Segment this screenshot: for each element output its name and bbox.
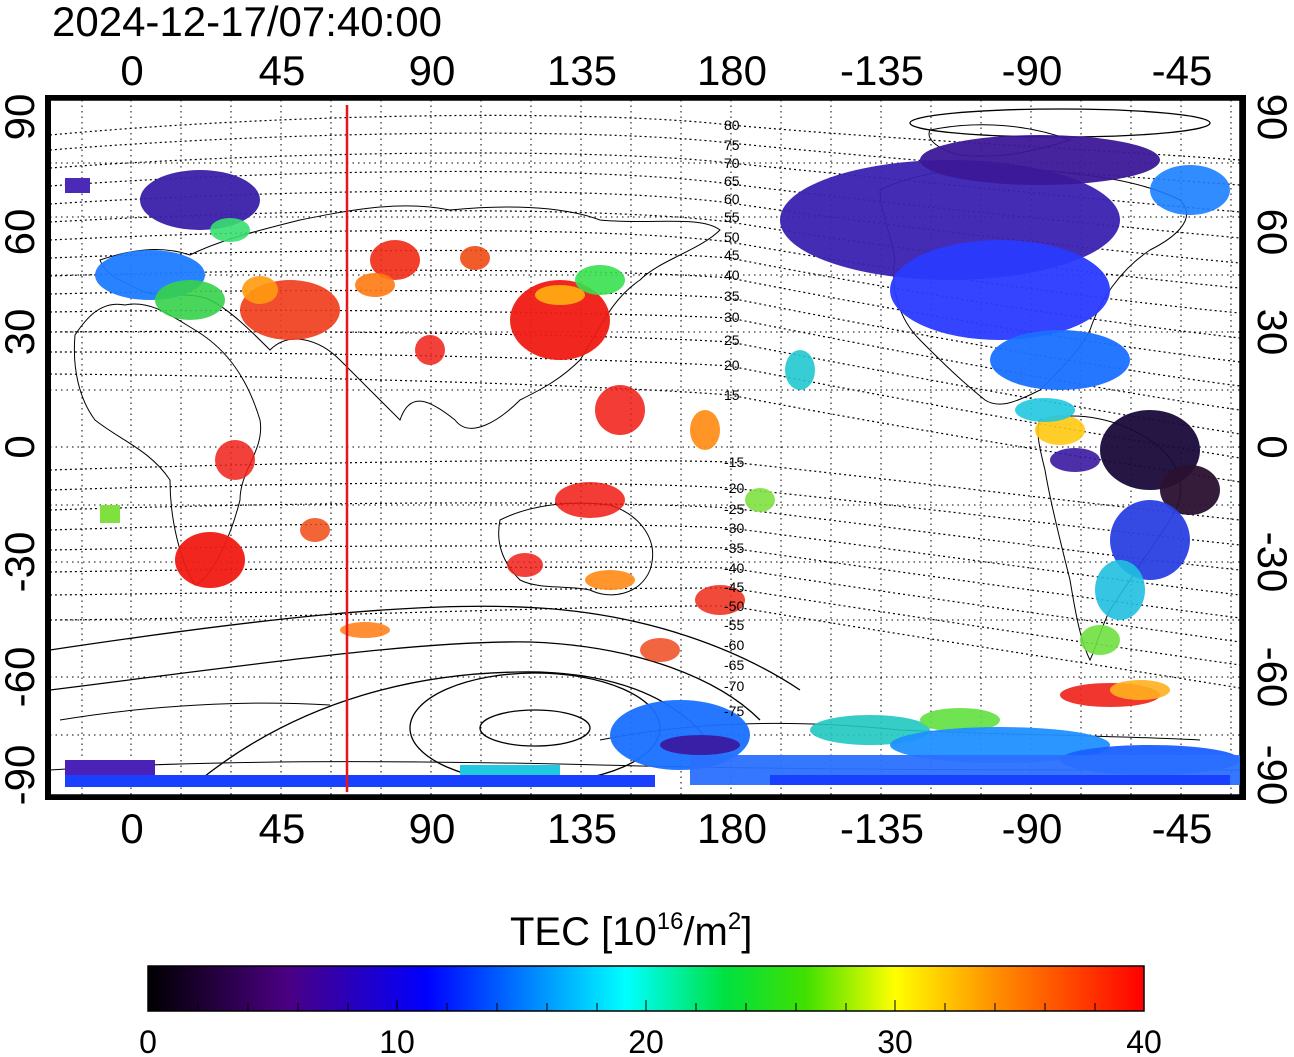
top-lon-tick: -45	[1152, 47, 1213, 94]
left-lat-tick: 60	[0, 209, 43, 256]
top-lon-tick: 135	[547, 47, 617, 94]
tec-data-patches	[65, 135, 1240, 787]
bottom-lon-tick: -90	[1002, 805, 1063, 852]
top-frame-bar	[48, 95, 1243, 100]
contour-label: 60	[724, 191, 740, 207]
contour-label: -45	[724, 579, 744, 595]
colorbar-minor-ticks	[197, 1000, 1096, 1011]
colorbar-label: TEC [1016/m2]	[510, 908, 752, 954]
contour-label: 45	[724, 247, 740, 263]
top-lon-tick: -90	[1002, 47, 1063, 94]
contour-label: -25	[724, 501, 744, 517]
left-lat-tick: -60	[0, 647, 43, 708]
contour-label: -75	[724, 703, 744, 719]
bottom-frame-bar	[48, 795, 1243, 800]
contour-label: 65	[724, 173, 740, 189]
contour-label: 70	[724, 155, 740, 171]
bottom-lon-tick: 135	[547, 805, 617, 852]
right-frame-bar	[1240, 95, 1246, 800]
left-lat-tick: 0	[0, 435, 43, 458]
contour-label: 35	[724, 288, 740, 304]
contour-label: 80	[724, 117, 740, 133]
bottom-lon-axis: 0 45 90 135 180 -135 -90 -45	[120, 805, 1212, 852]
right-lat-tick: -30	[1249, 532, 1294, 593]
right-lat-axis: 90 60 30 0 -30 -60 -90	[1249, 94, 1294, 806]
contour-label: 75	[724, 137, 740, 153]
colorbar-tick: 40	[1126, 1024, 1162, 1057]
contour-label: -20	[724, 480, 744, 496]
colorbar: 0 10 20 30 40	[139, 965, 1162, 1057]
bottom-lon-tick: 90	[409, 805, 456, 852]
top-lon-axis: 0 45 90 135 180 -135 -90 -45	[120, 47, 1212, 94]
bottom-lon-tick: 0	[120, 805, 143, 852]
right-lat-tick: 30	[1249, 309, 1294, 356]
colorbar-gradient	[147, 965, 1145, 1012]
right-lat-tick: -60	[1249, 647, 1294, 708]
left-lat-axis: 90 60 30 0 -30 -60 -90	[0, 94, 43, 806]
left-lat-tick: -90	[0, 745, 43, 806]
colorbar-tick: 30	[877, 1024, 913, 1057]
contour-label: 55	[724, 209, 740, 225]
top-lon-tick: 180	[697, 47, 767, 94]
top-lon-tick: 45	[259, 47, 306, 94]
contour-label: -35	[724, 540, 744, 556]
contour-label: -65	[724, 657, 744, 673]
contour-label: -70	[724, 678, 744, 694]
contour-label: -60	[724, 637, 744, 653]
top-lon-tick: 0	[120, 47, 143, 94]
contour-label-group: 80 75 70 65 60 55 50 45 40 35 30 25 20 1…	[724, 117, 744, 719]
colorbar-label-mid: /m	[683, 910, 727, 954]
right-lat-tick: -90	[1249, 745, 1294, 806]
contour-label: 50	[724, 229, 740, 245]
contour-label: -50	[724, 598, 744, 614]
top-lon-tick: 90	[409, 47, 456, 94]
left-lat-tick: 90	[0, 94, 43, 141]
bottom-lon-tick: 45	[259, 805, 306, 852]
top-lon-tick: -135	[840, 47, 924, 94]
colorbar-label-end: ]	[741, 910, 752, 954]
colorbar-label-text: TEC [10	[510, 910, 657, 954]
contour-label: -55	[724, 617, 744, 633]
svg-text:TEC [1016/m2]: TEC [1016/m2]	[510, 908, 752, 954]
map-area: 80 75 70 65 60 55 50 45 40 35 30 25 20 1…	[45, 95, 1246, 800]
colorbar-label-sup2: 2	[728, 908, 741, 935]
contour-label: -15	[724, 454, 744, 470]
contour-label: 25	[724, 332, 740, 348]
contour-label: -40	[724, 560, 744, 576]
colorbar-label-sup1: 16	[657, 908, 684, 935]
left-frame-bar	[45, 95, 51, 800]
colorbar-tick-labels: 0 10 20 30 40	[139, 1024, 1162, 1057]
contour-label: 15	[724, 387, 740, 403]
contour-label: -30	[724, 520, 744, 536]
bottom-lon-tick: 180	[697, 805, 767, 852]
colorbar-tick: 0	[139, 1024, 157, 1057]
right-lat-tick: 90	[1249, 94, 1294, 141]
timestamp-title: 2024-12-17/07:40:00	[52, 0, 442, 45]
colorbar-tick: 10	[379, 1024, 415, 1057]
right-lat-tick: 60	[1249, 209, 1294, 256]
colorbar-tick: 20	[628, 1024, 664, 1057]
contour-label: 40	[724, 267, 740, 283]
bottom-lon-tick: -45	[1152, 805, 1213, 852]
contour-label: 30	[724, 309, 740, 325]
left-lat-tick: -30	[0, 532, 43, 593]
left-lat-tick: 30	[0, 309, 43, 356]
bottom-lon-tick: -135	[840, 805, 924, 852]
right-lat-tick: 0	[1249, 435, 1294, 458]
contour-label: 20	[724, 357, 740, 373]
